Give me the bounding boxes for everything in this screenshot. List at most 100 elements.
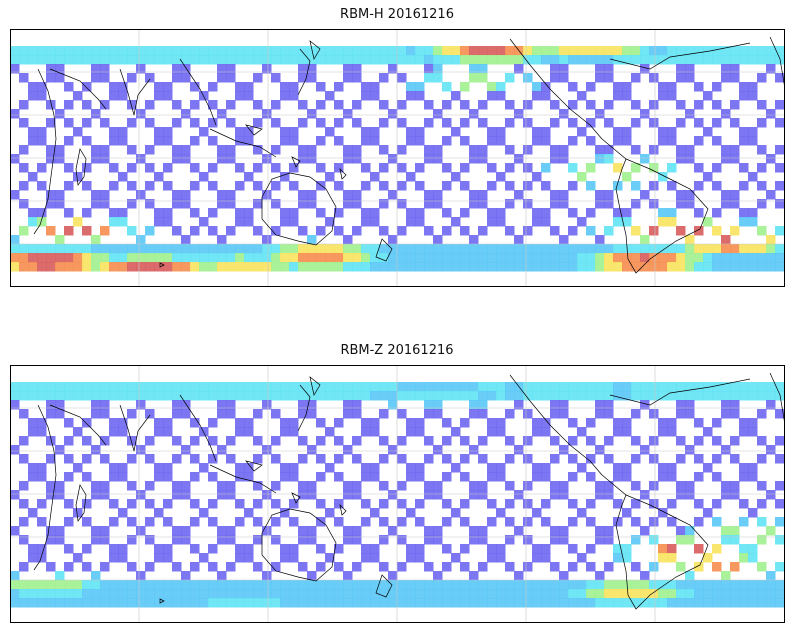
swath-cell bbox=[712, 208, 722, 218]
swath-cell bbox=[307, 400, 317, 410]
swath-cell bbox=[226, 190, 236, 200]
swath-cell bbox=[415, 217, 425, 227]
swath-cell bbox=[748, 544, 758, 554]
swath-cell bbox=[82, 226, 92, 236]
swath-cell bbox=[64, 580, 74, 590]
swath-cell bbox=[73, 262, 83, 272]
swath-cell bbox=[181, 262, 191, 272]
swath-cell bbox=[118, 391, 128, 401]
swath-cell bbox=[496, 418, 506, 428]
swath-cell bbox=[172, 526, 182, 536]
swath-cell bbox=[604, 64, 614, 74]
swath-cell bbox=[127, 436, 137, 446]
swath-cell bbox=[280, 262, 290, 272]
swath-cell bbox=[100, 262, 110, 272]
swath-cell bbox=[523, 199, 533, 209]
swath-cell bbox=[712, 136, 722, 146]
swath-cell bbox=[334, 391, 344, 401]
swath-cell bbox=[694, 472, 704, 482]
swath-cell bbox=[550, 73, 560, 83]
swath-cell bbox=[379, 226, 389, 236]
swath-cell bbox=[334, 136, 344, 146]
swath-cell bbox=[316, 499, 326, 509]
swath-cell bbox=[667, 580, 677, 590]
swath-cell bbox=[172, 73, 182, 83]
swath-cell bbox=[181, 580, 191, 590]
swath-cell bbox=[523, 163, 533, 173]
swath-cell bbox=[82, 499, 92, 509]
swath-cell bbox=[316, 163, 326, 173]
swath-cell bbox=[343, 244, 353, 254]
swath-cell bbox=[496, 598, 506, 608]
swath-cell bbox=[262, 253, 272, 263]
swath-cell bbox=[244, 127, 254, 137]
swath-cell bbox=[451, 508, 461, 518]
swath-cell bbox=[289, 382, 299, 392]
swath-cell bbox=[694, 163, 704, 173]
swath-cell bbox=[55, 73, 65, 83]
swath-cell bbox=[208, 418, 218, 428]
swath-cell bbox=[469, 589, 479, 599]
swath-cell bbox=[577, 598, 587, 608]
swath-cell bbox=[28, 55, 38, 65]
swath-cell bbox=[658, 253, 668, 263]
swath-cell bbox=[190, 244, 200, 254]
swath-cell bbox=[82, 100, 92, 110]
swath-cell bbox=[127, 100, 137, 110]
swath-cell bbox=[460, 580, 470, 590]
swath-cell bbox=[550, 190, 560, 200]
swath-cell bbox=[145, 535, 155, 545]
swath-cell bbox=[631, 535, 641, 545]
swath-cell bbox=[541, 91, 551, 101]
swath-cell bbox=[532, 172, 542, 182]
swath-cell bbox=[559, 535, 569, 545]
swath-cell bbox=[604, 154, 614, 164]
swath-cell bbox=[127, 499, 137, 509]
swath-cell bbox=[667, 208, 677, 218]
swath-cell bbox=[514, 109, 524, 119]
swath-cell bbox=[91, 145, 101, 155]
swath-cell bbox=[496, 472, 506, 482]
swath-cell bbox=[100, 253, 110, 263]
swath-cell bbox=[424, 526, 434, 536]
swath-cell bbox=[622, 136, 632, 146]
swath-cell bbox=[199, 244, 209, 254]
swath-cell bbox=[586, 382, 596, 392]
swath-cell bbox=[496, 253, 506, 263]
swath-cell bbox=[721, 46, 731, 56]
swath-cell bbox=[433, 64, 443, 74]
swath-cell bbox=[631, 145, 641, 155]
swath-cell bbox=[10, 490, 20, 500]
swath-cell bbox=[721, 445, 731, 455]
swath-cell bbox=[10, 571, 20, 581]
swath-cell bbox=[595, 400, 605, 410]
swath-cell bbox=[532, 382, 542, 392]
swath-cell bbox=[361, 82, 371, 92]
swath-cell bbox=[676, 562, 686, 572]
graticule bbox=[10, 365, 785, 623]
swath-cell bbox=[262, 400, 272, 410]
swath-cell bbox=[307, 445, 317, 455]
swath-cell bbox=[694, 55, 704, 65]
swath-cell bbox=[451, 580, 461, 590]
swath-cell bbox=[541, 580, 551, 590]
swath-cell bbox=[694, 418, 704, 428]
swath-cell bbox=[397, 55, 407, 65]
swath-cell bbox=[775, 262, 785, 272]
swath-cell bbox=[253, 100, 263, 110]
swath-cell bbox=[145, 454, 155, 464]
swath-cell bbox=[397, 145, 407, 155]
swath-cell bbox=[766, 598, 776, 608]
swath-cell bbox=[496, 82, 506, 92]
swath-cell bbox=[712, 418, 722, 428]
swath-cell bbox=[127, 481, 137, 491]
swath-cell bbox=[775, 145, 785, 155]
swath-cell bbox=[676, 598, 686, 608]
swath-cell bbox=[163, 136, 173, 146]
swath-cell bbox=[613, 181, 623, 191]
swath-cell bbox=[406, 82, 416, 92]
swath-cell bbox=[550, 535, 560, 545]
swath-cell bbox=[658, 82, 668, 92]
swath-cell bbox=[649, 454, 659, 464]
swath-cell bbox=[568, 436, 578, 446]
